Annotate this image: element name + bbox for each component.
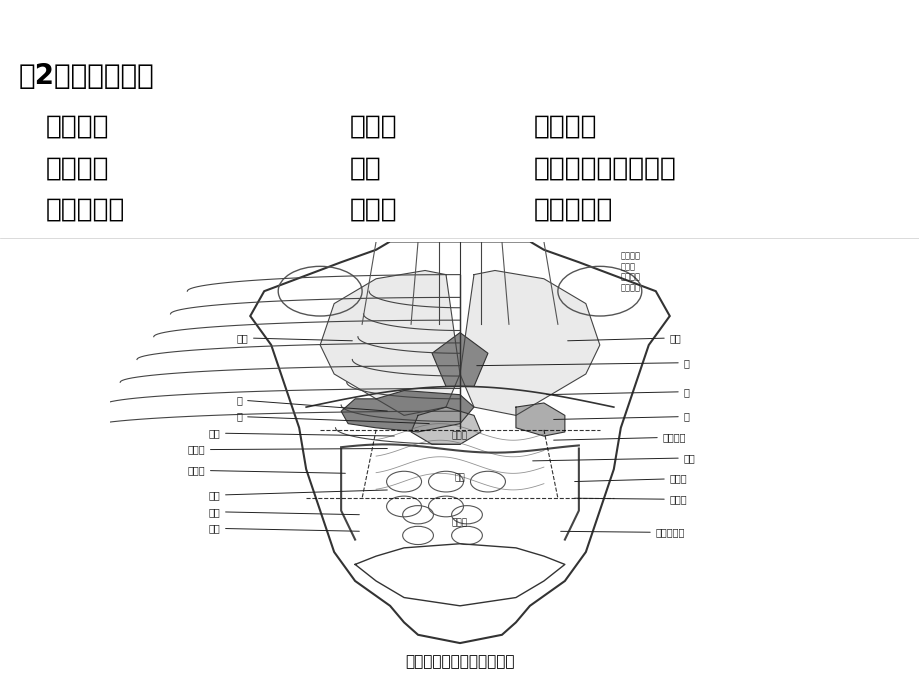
Text: 右外侧区: 右外侧区 <box>46 155 109 181</box>
Text: 左季肋区: 左季肋区 <box>533 114 596 140</box>
Text: 左肺: 左肺 <box>567 333 681 343</box>
Text: 脐区: 脐区 <box>349 155 381 181</box>
Polygon shape <box>460 270 599 415</box>
Polygon shape <box>516 403 564 436</box>
Polygon shape <box>432 333 487 386</box>
Text: 膈: 膈 <box>546 386 689 397</box>
Text: 胃: 胃 <box>236 411 429 424</box>
Text: 空肠: 空肠 <box>532 453 695 463</box>
Text: 脾: 脾 <box>553 411 689 422</box>
Text: 胸骨旁线: 胸骨旁线 <box>620 273 641 282</box>
Text: （2）腹部的分区: （2）腹部的分区 <box>18 62 154 90</box>
Text: 胆囊: 胆囊 <box>208 428 394 438</box>
Text: 胸骨线: 胸骨线 <box>620 262 635 271</box>
Text: 右季肋区: 右季肋区 <box>46 114 109 140</box>
Text: 腹上区: 腹上区 <box>349 114 397 140</box>
Polygon shape <box>341 391 473 432</box>
Text: 肝: 肝 <box>236 395 387 411</box>
Polygon shape <box>320 270 460 415</box>
Text: 腹下区: 腹下区 <box>349 197 397 223</box>
Text: 阑尾: 阑尾 <box>208 523 359 533</box>
Text: 左腹股沟区: 左腹股沟区 <box>533 197 612 223</box>
Polygon shape <box>411 407 481 444</box>
Text: 左腹股沟区: 左腹股沟区 <box>560 527 685 538</box>
Text: 锁骨中线: 锁骨中线 <box>620 283 641 292</box>
Text: 右腹股沟区: 右腹股沟区 <box>46 197 125 223</box>
PathPatch shape <box>250 241 669 643</box>
Text: 横结肠: 横结肠 <box>187 444 387 455</box>
Text: 前正中线: 前正中线 <box>620 252 641 261</box>
Text: 心: 心 <box>476 357 689 368</box>
Text: 回肠: 回肠 <box>208 490 387 500</box>
Text: 脐区: 脐区 <box>454 473 465 482</box>
Text: 腹上区: 腹上区 <box>451 431 468 441</box>
Text: 降结肠: 降结肠 <box>574 473 686 484</box>
Text: 胸部的标志线及腹部的分区: 胸部的标志线及腹部的分区 <box>404 654 515 669</box>
Text: 左外侧区（左腰区）: 左外侧区（左腰区） <box>533 155 675 181</box>
Text: 盲肠: 盲肠 <box>208 506 359 517</box>
Text: 右肺: 右肺 <box>236 333 352 343</box>
Text: 升结肠: 升结肠 <box>187 465 345 475</box>
Text: 腹下区: 腹下区 <box>451 518 468 528</box>
Text: 左季肋区: 左季肋区 <box>553 432 686 442</box>
Text: 左腰区: 左腰区 <box>574 494 686 504</box>
